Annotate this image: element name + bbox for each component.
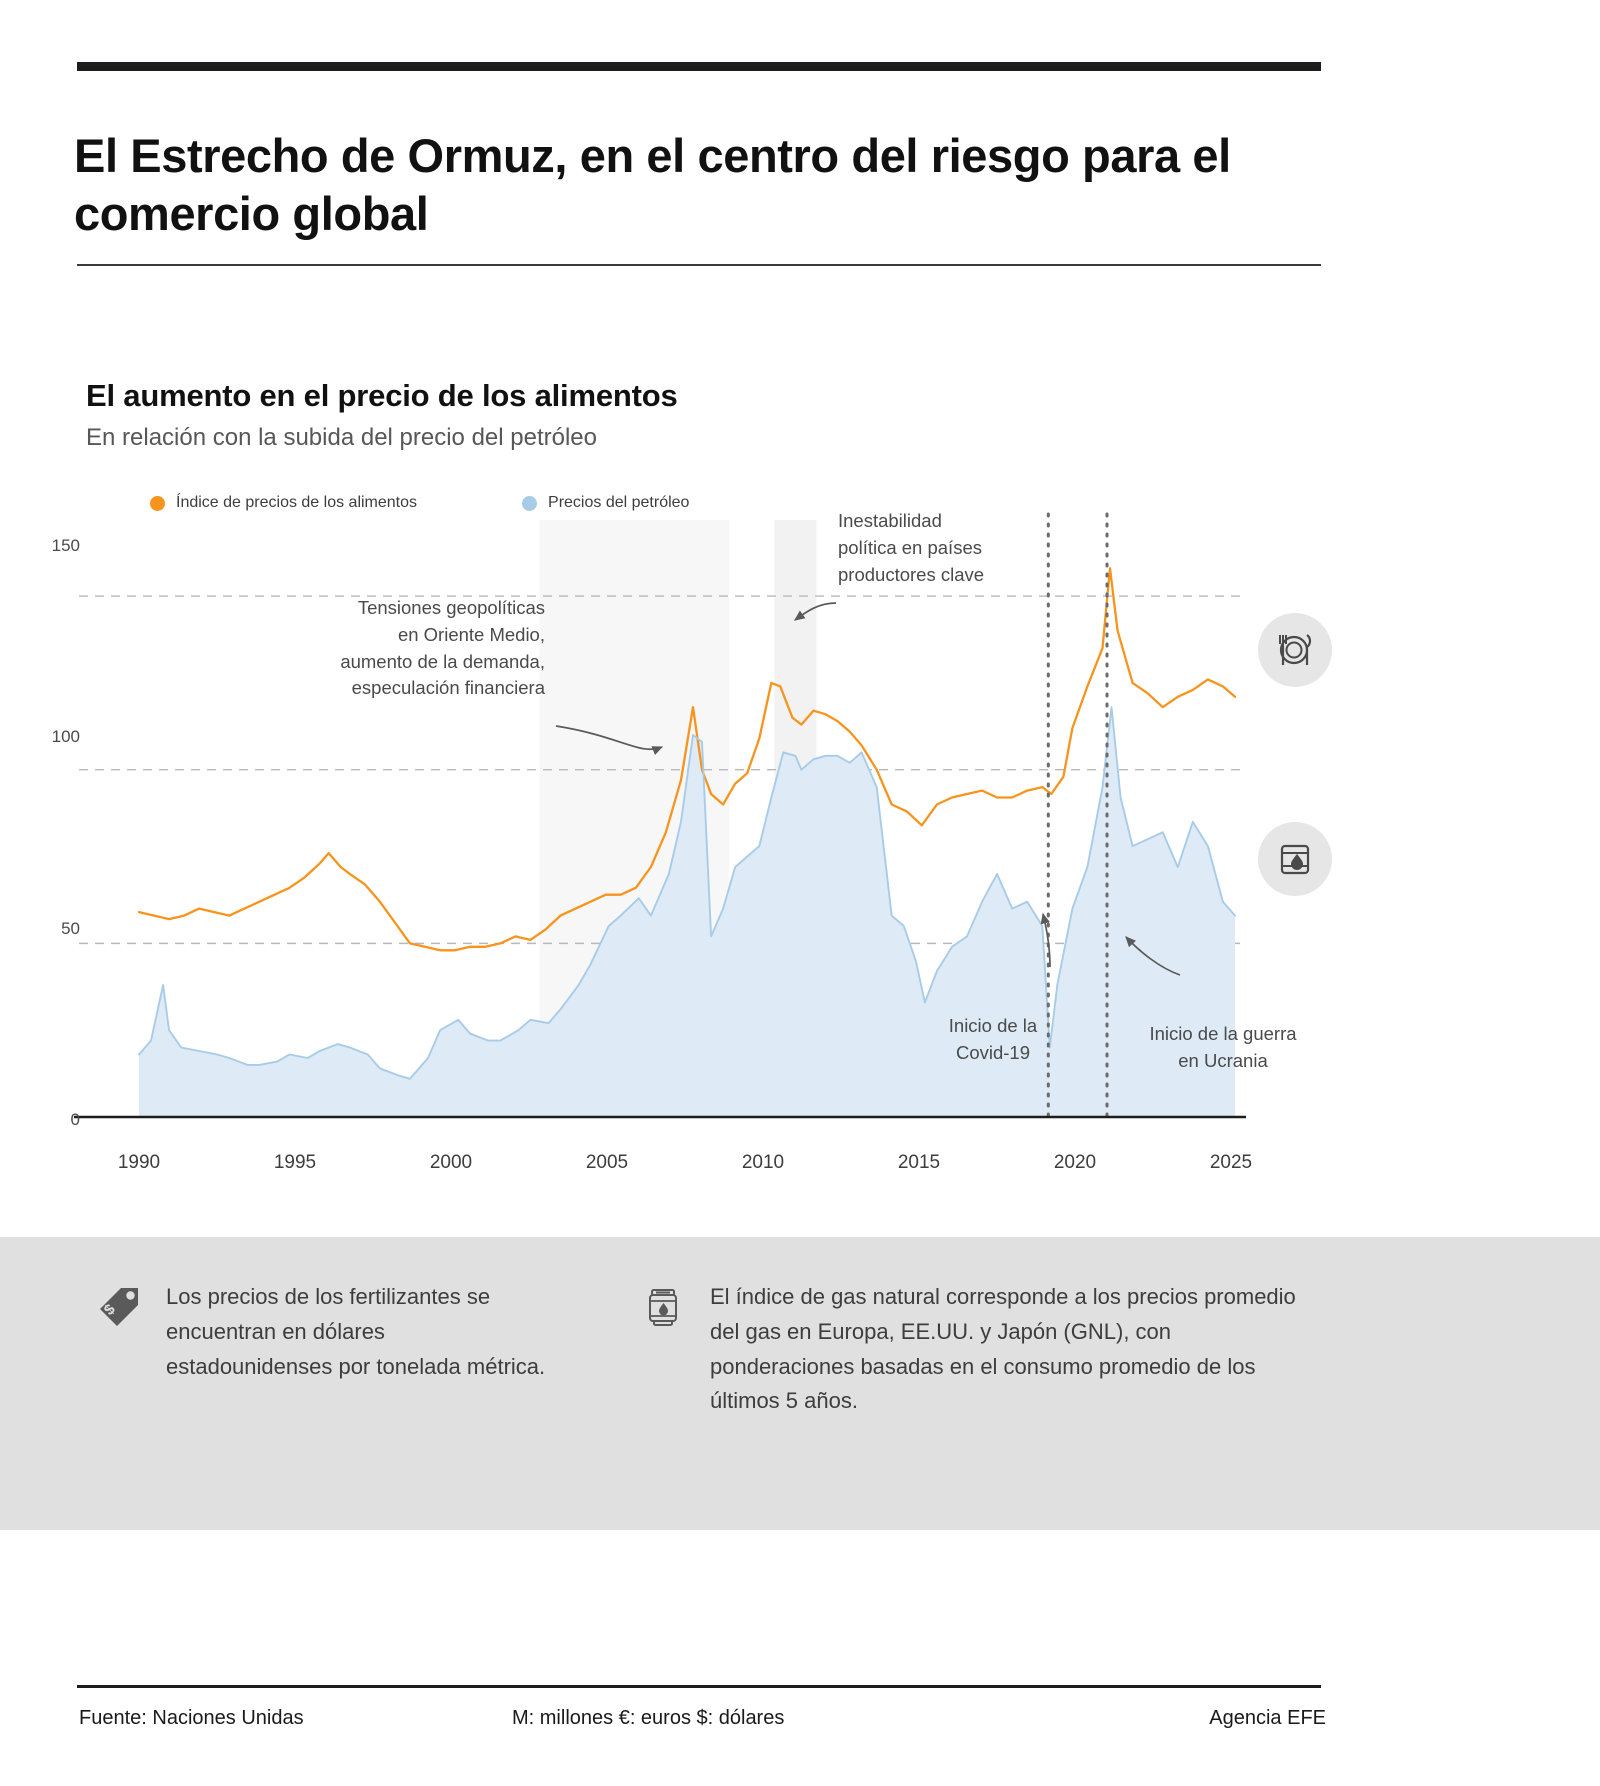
note-fertilizer-text: Los precios de los fertilizantes se encu…	[166, 1284, 546, 1379]
x-tick-2020: 2020	[1053, 1152, 1097, 1173]
x-tick-1995: 1995	[273, 1152, 317, 1173]
y-tick-150: 150	[51, 536, 80, 555]
note-gas: El índice de gas natural corresponde a l…	[640, 1280, 1320, 1419]
footer-source: Fuente: Naciones Unidas	[79, 1707, 304, 1729]
price-index-line-chart	[74, 512, 1246, 1121]
x-tick-2005: 2005	[585, 1152, 629, 1173]
food-icon-badge	[1258, 613, 1332, 687]
note-fertilizer: $ Los precios de los fertilizantes se en…	[96, 1280, 556, 1384]
legend-item-oil[interactable]: Precios del petróleo	[522, 494, 689, 512]
legend-dot-food	[150, 495, 165, 511]
legend-item-food[interactable]: Índice de precios de los alimentos	[150, 494, 417, 512]
annotation-instability: Inestabilidad política en países product…	[838, 510, 985, 585]
annotation-ukraine: Inicio de la guerra en Ucrania	[1149, 1023, 1297, 1071]
plate-cutlery-icon	[1279, 634, 1312, 665]
annotation-covid: Inicio de la Covid-19	[948, 1015, 1038, 1063]
oil-icon-badge	[1258, 822, 1332, 896]
note-gas-text: El índice de gas natural corresponde a l…	[710, 1284, 1296, 1414]
x-tick-2000: 2000	[429, 1152, 473, 1173]
chart-legend: Índice de precios de los alimentos Preci…	[150, 494, 689, 512]
footer-agency: Agencia EFE	[1209, 1707, 1326, 1729]
legend-dot-oil	[522, 495, 538, 511]
legend-label-food: Índice de precios de los alimentos	[176, 494, 418, 511]
price-tag-dollar-icon: $	[96, 1284, 144, 1335]
title-divider	[77, 264, 1321, 266]
footer-abbrev: M: millones €: euros $: dólares	[512, 1707, 785, 1729]
chart-title: El aumento en el precio de los alimentos	[86, 378, 678, 413]
x-tick-1990: 1990	[117, 1152, 161, 1173]
footer-rule	[77, 1685, 1321, 1688]
x-tick-2025: 2025	[1209, 1152, 1253, 1173]
y-tick-50: 50	[61, 919, 80, 938]
x-tick-2010: 2010	[741, 1152, 785, 1173]
legend-label-oil: Precios del petróleo	[548, 494, 690, 511]
page-title: El Estrecho de Ormuz, en el centro del r…	[74, 129, 1231, 241]
notes-band	[0, 1237, 1600, 1530]
chart-subtitle: En relación con la subida del precio del…	[86, 424, 597, 451]
chart-plot-area	[0, 500, 1600, 1200]
gas-cylinder-icon	[640, 1284, 688, 1335]
top-rule	[77, 62, 1321, 71]
oil-barrel-icon	[1280, 844, 1310, 875]
y-tick-0: 0	[70, 1110, 80, 1129]
x-tick-2015: 2015	[897, 1152, 941, 1173]
y-tick-100: 100	[51, 727, 80, 746]
annotation-geopolitics: Tensiones geopolíticas en Oriente Medio,…	[340, 597, 545, 699]
